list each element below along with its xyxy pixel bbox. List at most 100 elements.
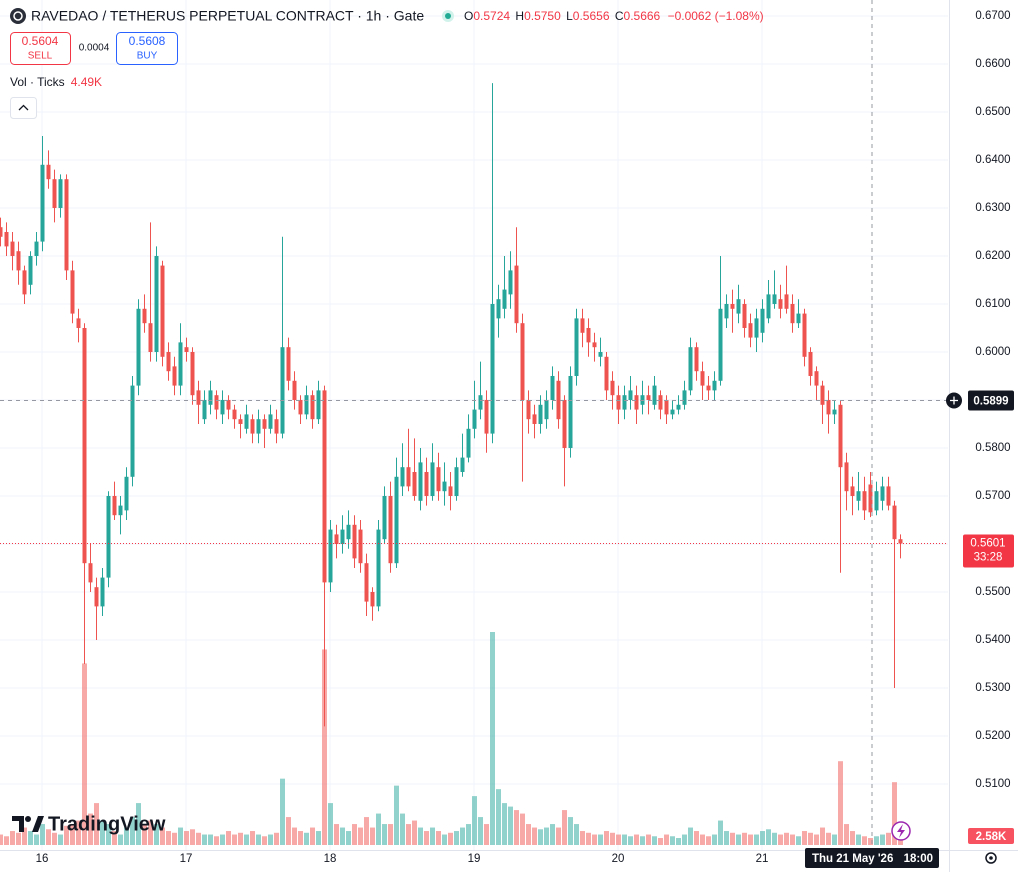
volume-bar	[748, 834, 753, 845]
candle-body	[592, 342, 597, 348]
candle-body	[244, 414, 249, 429]
candle-body	[598, 351, 603, 357]
candle-body	[622, 395, 627, 410]
overlay	[0, 0, 948, 850]
alert-bolt[interactable]	[897, 824, 905, 838]
candle-body	[838, 404, 843, 468]
volume-bar	[610, 832, 615, 845]
candle-body	[646, 395, 651, 400]
settings-icon-center[interactable]	[989, 856, 993, 860]
volume-bar	[328, 803, 333, 845]
candle-body	[88, 563, 93, 583]
candle-body	[718, 308, 723, 381]
candle-body	[274, 419, 279, 434]
candle-body	[760, 308, 765, 333]
candle-body	[778, 299, 783, 309]
last-price-label: 0.5601	[970, 538, 1005, 550]
volume-bar	[742, 832, 747, 845]
legend-key: C	[615, 9, 624, 23]
y-tick-label: 0.6100	[975, 298, 1010, 310]
volume-bar	[370, 827, 375, 845]
volume-bar	[634, 834, 639, 845]
candle-body	[238, 419, 243, 424]
sell-price[interactable]: 0.5604	[22, 34, 59, 48]
candle-body	[520, 323, 525, 400]
volume-bar	[166, 831, 171, 845]
symbol-title: RAVEDAO / TETHERUS PERPETUAL CONTRACT · …	[31, 8, 424, 24]
candle-body	[586, 327, 591, 343]
volume-bar	[382, 824, 387, 845]
volume-bar	[118, 834, 123, 845]
buy-price[interactable]: 0.5608	[129, 34, 166, 48]
candle-body	[280, 347, 285, 434]
candle-body	[658, 395, 663, 410]
legend-key: H	[515, 9, 524, 23]
volume-bar	[154, 824, 159, 845]
collapse-icon[interactable]	[18, 104, 29, 111]
crosshair-time: 18:00	[904, 853, 933, 865]
candle-body	[394, 476, 399, 564]
candle-body	[802, 313, 807, 357]
volume-bar	[640, 836, 645, 845]
volume-bar	[334, 824, 339, 845]
settings-icon[interactable]	[985, 852, 997, 864]
volume-bar	[688, 827, 693, 845]
volume-bar	[286, 817, 291, 845]
candle-body	[460, 457, 465, 472]
candle-body	[178, 342, 183, 386]
candle-body	[712, 380, 717, 391]
volume-bar	[250, 831, 255, 845]
volume-bar	[292, 827, 297, 845]
candle-body	[40, 164, 45, 242]
volume-bar	[832, 834, 837, 845]
volume-bar	[694, 831, 699, 845]
candle-body	[868, 484, 873, 513]
candle-body	[688, 347, 693, 391]
candle-body	[10, 241, 15, 256]
buy-button[interactable]	[116, 32, 178, 65]
volume-bar	[196, 832, 201, 845]
volume-bar	[604, 831, 609, 845]
symbol-icon-ring	[13, 11, 23, 21]
volume-label: 2.58K	[976, 831, 1007, 843]
candle-body	[418, 462, 423, 501]
candle-body	[448, 486, 453, 496]
volume-bar	[526, 824, 531, 845]
candle-body	[46, 164, 51, 180]
candles	[0, 83, 903, 727]
candle-body	[862, 491, 867, 511]
candle-body	[808, 351, 813, 376]
sell-label[interactable]: SELL	[28, 51, 53, 62]
candle-body	[790, 303, 795, 324]
volume-bar	[298, 831, 303, 845]
volume-bar	[4, 836, 9, 845]
candle-body	[316, 390, 321, 420]
volume-bar	[412, 820, 417, 845]
volume-bar	[424, 831, 429, 845]
candle-body	[58, 179, 63, 208]
candle-body	[880, 486, 885, 501]
volume-bar	[754, 834, 759, 845]
volume-bar	[76, 820, 81, 845]
candle-body	[34, 241, 39, 256]
sell-button[interactable]	[10, 32, 71, 65]
candle-body	[94, 587, 99, 607]
volume-bar	[580, 831, 585, 845]
y-tick-label: 0.5100	[975, 778, 1010, 790]
volume-bar	[718, 820, 723, 845]
candle-body	[112, 495, 117, 516]
collapse-button[interactable]	[10, 97, 37, 119]
candle-body	[430, 462, 435, 496]
buy-label[interactable]: BUY	[137, 51, 158, 62]
volume-bar	[862, 836, 867, 845]
candle-body	[544, 399, 549, 420]
candle-body	[832, 409, 837, 415]
volume-bar	[538, 829, 543, 845]
candle-body	[310, 395, 315, 420]
candle-body	[748, 323, 753, 338]
volume-bar	[130, 817, 135, 845]
volume-bar	[322, 649, 327, 845]
candle-body	[250, 419, 255, 434]
x-tick-label: 17	[180, 853, 193, 865]
volume-bar	[520, 813, 525, 845]
